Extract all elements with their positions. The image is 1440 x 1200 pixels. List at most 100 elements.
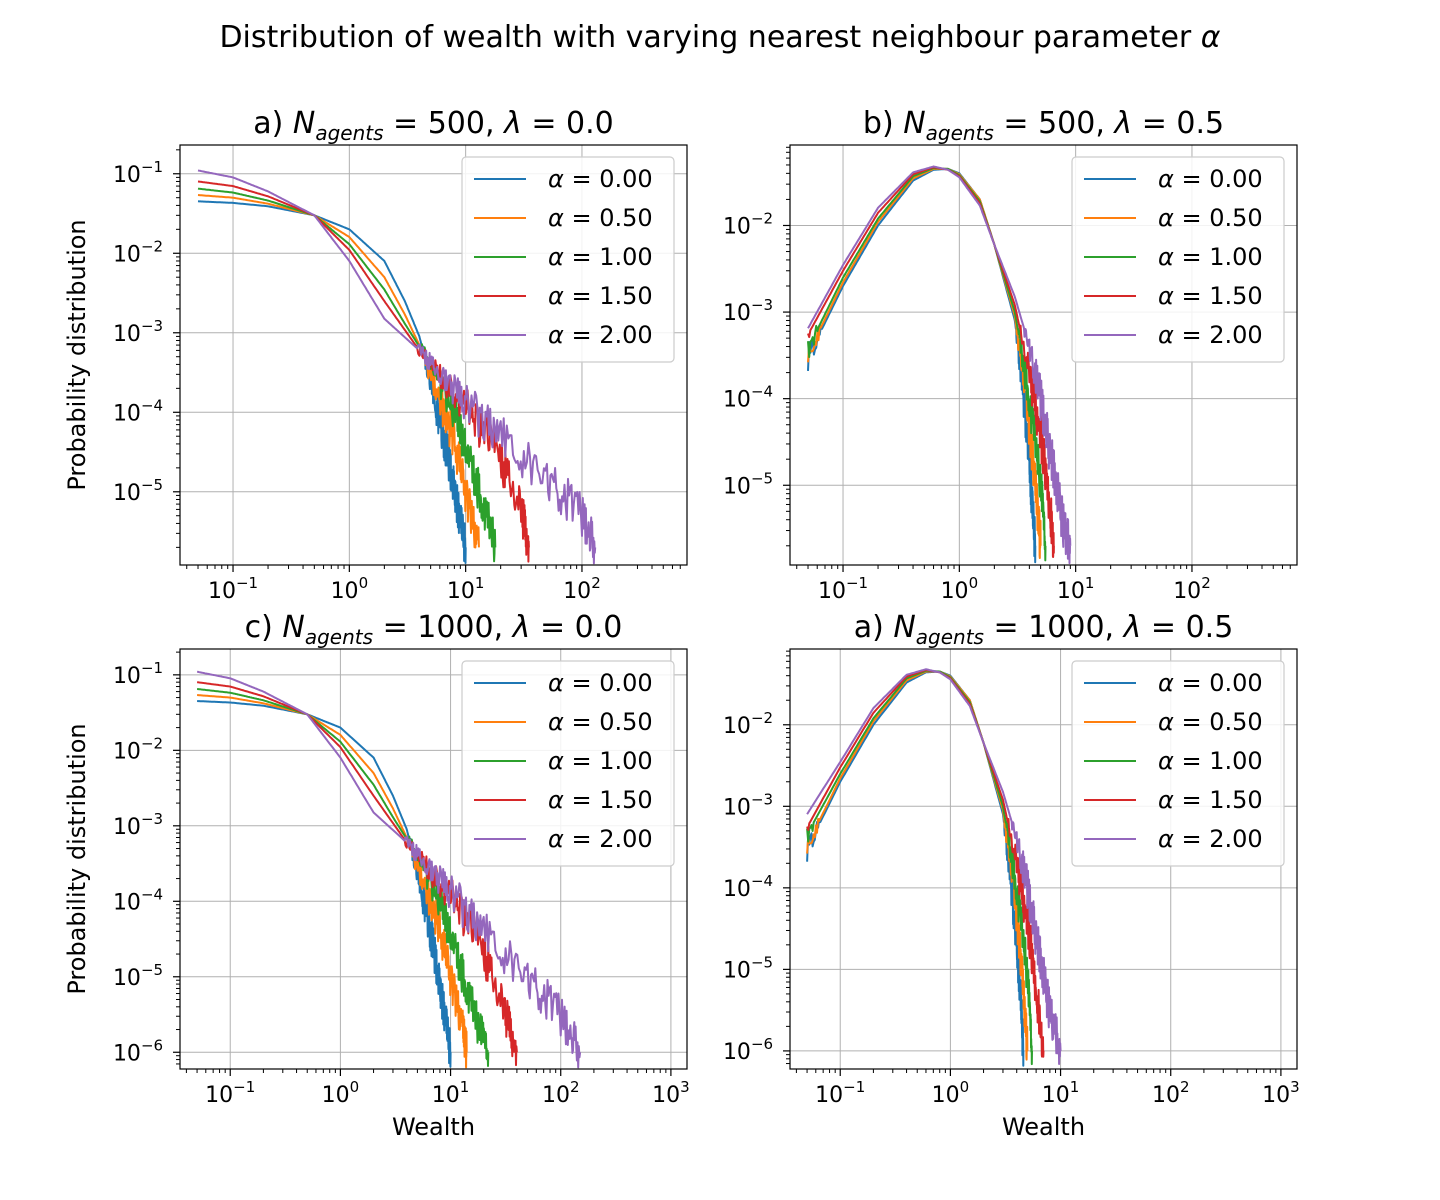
y-tick-label: 10−3: [113, 810, 163, 840]
y-tick-label: 10−5: [113, 476, 163, 506]
series-line-3: [197, 688, 490, 1067]
x-tick-label: 103: [652, 1078, 690, 1108]
figure-title-alpha: α: [1200, 20, 1221, 55]
figure-title-text: Distribution of wealth with varying near…: [219, 20, 1201, 55]
series-line-3: [807, 167, 1047, 562]
x-tick-label: 100: [331, 574, 369, 604]
legend-label-1: α = 0.00: [1158, 165, 1263, 193]
series-line-5: [807, 165, 1072, 565]
x-tick-label: 10−1: [205, 1078, 255, 1108]
subplot-4: 10−1 100 101 102 103 10−6 10−5 10−4 10−3 10−2 a) N…: [723, 610, 1300, 1141]
legend-label-5: α = 2.00: [548, 825, 653, 853]
x-tick-label: 100: [932, 1078, 970, 1108]
series-group: [197, 169, 597, 565]
y-tick-label: 10−2: [723, 209, 773, 239]
series-group: [807, 165, 1072, 565]
series-group: [806, 668, 1062, 1067]
y-tick-label: 10−3: [723, 296, 773, 326]
x-tick-label: 101: [432, 1078, 470, 1108]
legend-label-3: α = 1.00: [1158, 243, 1263, 271]
x-tick-label: 101: [447, 574, 485, 604]
y-tick-label: 10−6: [113, 1036, 163, 1066]
legend: α = 0.00 α = 0.50 α = 1.00 α = 1.50 α = 2.00: [461, 156, 675, 363]
x-tick-label: 101: [1042, 1078, 1080, 1108]
axes-frame: [789, 144, 1298, 566]
x-tick-label: 102: [1152, 1078, 1190, 1108]
legend-label-5: α = 2.00: [548, 321, 653, 349]
series-line-3: [806, 669, 1033, 1066]
series-line-1: [807, 167, 1037, 564]
legend-label-2: α = 0.50: [548, 708, 653, 736]
legend-box: [461, 156, 675, 363]
y-tick-label: 10−5: [723, 953, 773, 983]
subplot-title: a) Nagents = 500, λ = 0.0: [253, 106, 614, 145]
subplot-1: 10−1 100 101 102 10−5 10−4 10−3 10−2 10−1 a) Nage…: [63, 106, 688, 604]
y-tick-label: 10−3: [113, 317, 163, 347]
legend-label-4: α = 1.50: [1158, 786, 1263, 814]
subplot-3: 10−1 100 101 102 103 10−6 10−5 10−4 10−3 10−2 10−1…: [63, 610, 690, 1141]
series-line-5: [806, 668, 1062, 1065]
x-axis-label: Wealth: [1002, 1113, 1085, 1141]
legend: α = 0.00 α = 0.50 α = 1.00 α = 1.50 α = 2.00: [461, 660, 675, 867]
legend-label-3: α = 1.00: [548, 747, 653, 775]
figure-title: Distribution of wealth with varying near…: [0, 20, 1440, 55]
series-line-4: [197, 681, 518, 1067]
y-tick-label: 10−1: [113, 659, 163, 689]
x-tick-label: 102: [1173, 574, 1211, 604]
series-line-4: [197, 180, 530, 563]
series-line-3: [197, 187, 497, 563]
subplot-2: 10−1 100 101 102 10−5 10−4 10−3 10−2 b) Nagents …: [723, 106, 1298, 604]
x-tick-label: 102: [542, 1078, 580, 1108]
x-axis-label: Wealth: [392, 1113, 475, 1141]
legend-label-1: α = 0.00: [548, 669, 653, 697]
y-tick-label: 10−3: [723, 790, 773, 820]
series-line-1: [806, 670, 1025, 1067]
x-tick-label: 10−1: [208, 574, 258, 604]
y-tick-label: 10−4: [113, 885, 163, 915]
series-line-2: [197, 694, 468, 1069]
y-tick-label: 10−4: [113, 396, 163, 426]
axes-frame: [179, 648, 688, 1070]
legend-label-4: α = 1.50: [548, 786, 653, 814]
series-line-1: [197, 700, 452, 1068]
y-axis-label: Probability distribution: [63, 723, 91, 994]
x-tick-label: 100: [322, 1078, 360, 1108]
y-tick-label: 10−4: [723, 872, 773, 902]
legend: α = 0.00 α = 0.50 α = 1.00 α = 1.50 α = 2.00: [1071, 156, 1285, 363]
legend-label-1: α = 0.00: [1158, 669, 1263, 697]
legend-label-1: α = 0.00: [548, 165, 653, 193]
legend-box: [1071, 156, 1285, 363]
y-tick-label: 10−1: [113, 158, 163, 188]
series-line-2: [197, 194, 480, 549]
legend: α = 0.00 α = 0.50 α = 1.00 α = 1.50 α = 2.00: [1071, 660, 1285, 867]
axes-frame: [179, 144, 688, 566]
x-tick-label: 10−1: [815, 1078, 865, 1108]
subplot-title: a) Nagents = 1000, λ = 0.5: [854, 610, 1234, 649]
y-tick-label: 10−5: [113, 961, 163, 991]
series-group: [196, 670, 582, 1069]
series-line-5: [197, 169, 597, 565]
series-line-1: [197, 200, 467, 564]
subplot-title: c) Nagents = 1000, λ = 0.0: [245, 610, 623, 649]
y-tick-label: 10−5: [723, 469, 773, 499]
series-line-5: [196, 670, 582, 1069]
y-tick-label: 10−2: [113, 734, 163, 764]
y-tick-label: 10−6: [723, 1035, 773, 1065]
axes-frame: [789, 648, 1298, 1070]
x-tick-label: 102: [563, 574, 601, 604]
x-tick-label: 100: [941, 574, 979, 604]
legend-label-3: α = 1.00: [1158, 747, 1263, 775]
subplot-title: b) Nagents = 500, λ = 0.5: [863, 106, 1224, 145]
legend-label-4: α = 1.50: [1158, 282, 1263, 310]
x-tick-label: 103: [1262, 1078, 1300, 1108]
legend-label-4: α = 1.50: [548, 282, 653, 310]
y-axis-label: Probability distribution: [63, 219, 91, 490]
legend-box: [461, 660, 675, 867]
legend-label-2: α = 0.50: [1158, 204, 1263, 232]
x-tick-label: 101: [1057, 574, 1095, 604]
x-tick-label: 10−1: [818, 574, 868, 604]
legend-box: [1071, 660, 1285, 867]
legend-label-3: α = 1.00: [548, 243, 653, 271]
legend-label-5: α = 2.00: [1158, 321, 1263, 349]
